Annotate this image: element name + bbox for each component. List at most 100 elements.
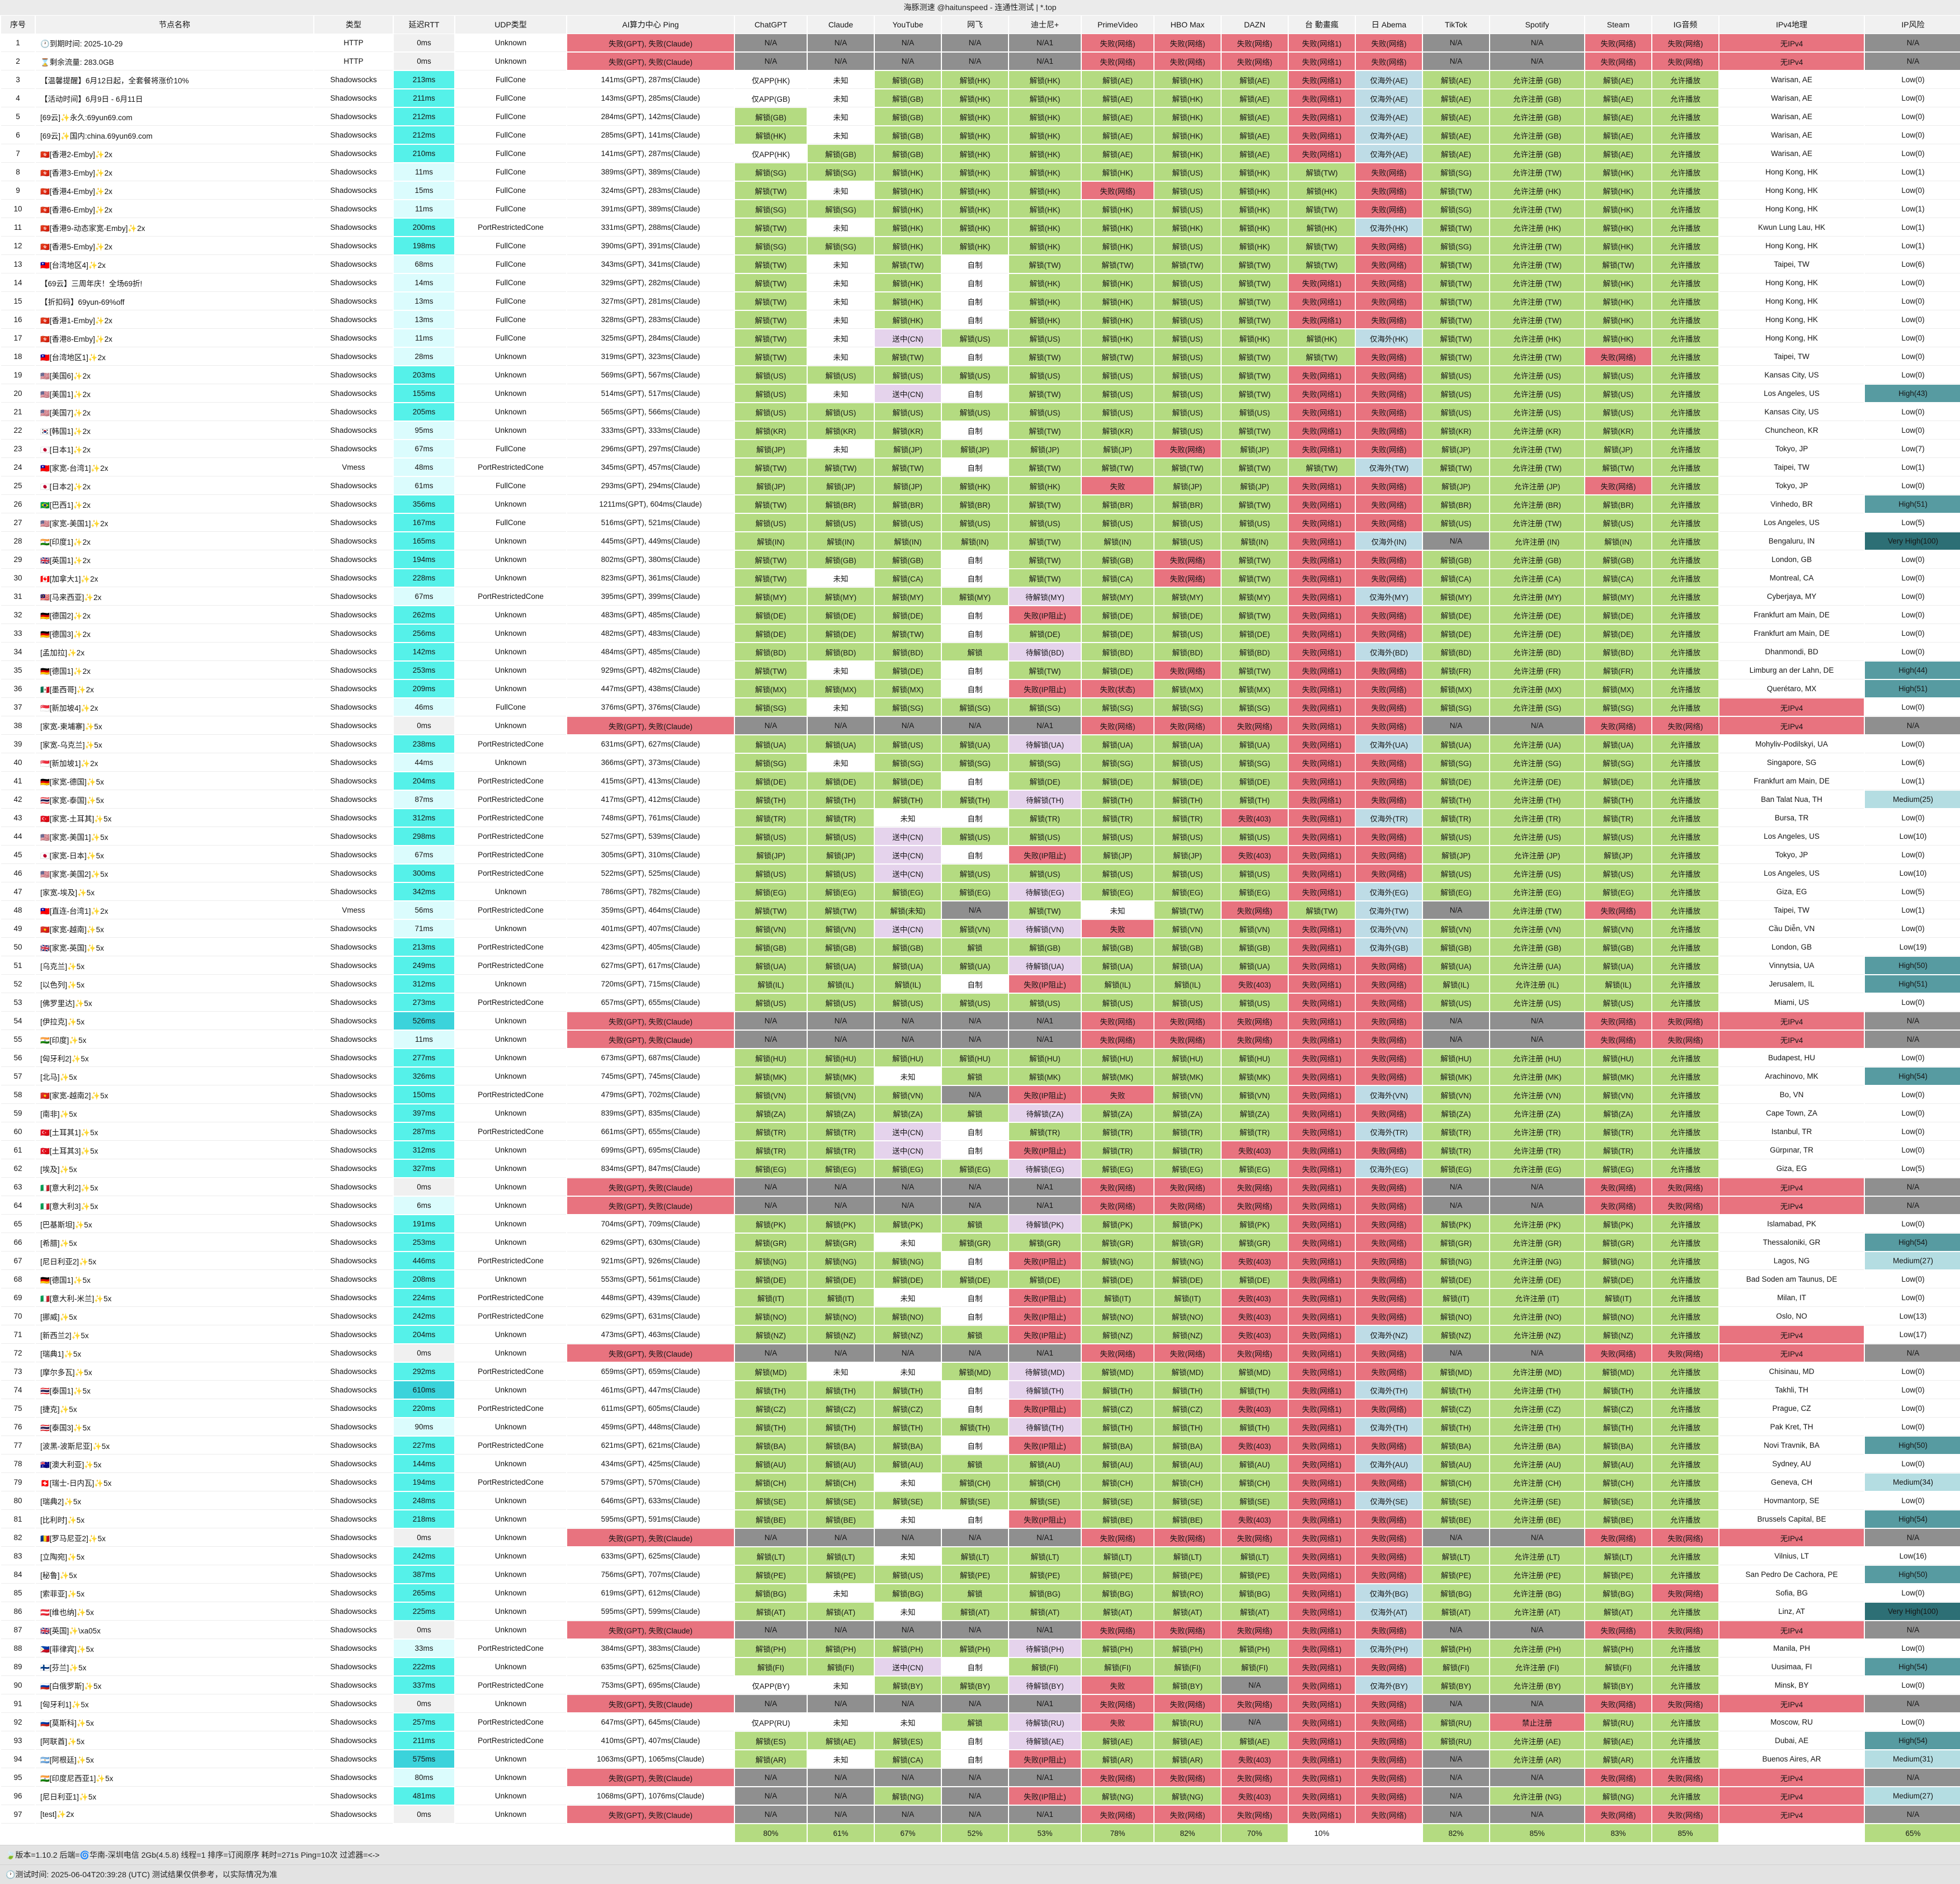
cell-ip-risk: Low(0) <box>1865 606 1960 624</box>
cell-dazn: 解锁(HU) <box>1222 1049 1288 1067</box>
cell-ig-audio: 失败(网络) <box>1652 1197 1718 1215</box>
cell-disney: 待解锁(TH) <box>1009 1381 1081 1399</box>
node-row: 4 【活动时间】6月9日 - 6月11日 Shadowsocks 211ms FullC… <box>1 89 1960 107</box>
cell-ai-ping: 565ms(GPT), 566ms(Claude) <box>567 403 734 421</box>
cell-index: 82 <box>1 1529 35 1547</box>
cell-hbomax: 解锁(BY) <box>1155 1677 1221 1694</box>
cell-spotify: 允许注册 (CA) <box>1490 569 1584 587</box>
cell-netflix: 解锁(GR) <box>942 1234 1008 1252</box>
cell-anigamer: 失败(网络1) <box>1289 1640 1355 1658</box>
cell-claude: 解锁(LT) <box>808 1547 874 1565</box>
cell-type: Shadowsocks <box>314 680 393 698</box>
cell-primevideo: 解锁(TR) <box>1082 1141 1153 1159</box>
cell-dazn: 解锁(TW) <box>1222 366 1288 384</box>
cell-primevideo: 解锁(HK) <box>1082 163 1153 181</box>
cell-tiktok: 解锁(TR) <box>1423 1141 1489 1159</box>
cell-ai-ping: 659ms(GPT), 659ms(Claude) <box>567 1363 734 1381</box>
cell-tiktok: 解锁(VN) <box>1423 1086 1489 1104</box>
cell-netflix: N/A <box>942 1529 1008 1547</box>
cell-steam: 解锁(US) <box>1585 385 1651 403</box>
cell-tiktok: 解锁(PK) <box>1423 1215 1489 1233</box>
cell-type: Shadowsocks <box>314 1677 393 1694</box>
cell-tiktok: 解锁(SG) <box>1423 200 1489 218</box>
cell-spotify: 允许注册 (MD) <box>1490 1363 1584 1381</box>
cell-netflix: N/A <box>942 53 1008 70</box>
cell-node-name: 🇦🇺[澳大利亚]✨5x <box>36 1455 313 1473</box>
cell-ip-risk: Low(0) <box>1865 1677 1960 1694</box>
cell-node-name: 🇭🇰[香港9-动态家宽-Emby]✨2x <box>36 219 313 237</box>
cell-rtt: 0ms <box>394 717 454 735</box>
cell-netflix: 解锁(EG) <box>942 883 1008 901</box>
cell-index: 13 <box>1 256 35 273</box>
cell-spotify: 允许注册 (TW) <box>1490 440 1584 458</box>
column-header-rtt: 延迟RTT <box>394 16 454 34</box>
cell-claude: N/A <box>808 1806 874 1824</box>
cell-rtt: 387ms <box>394 1566 454 1584</box>
cell-claude: 解锁(NG) <box>808 1252 874 1270</box>
node-row: 31 🇲🇾[马来西亚]✨2x Shadowsocks 67ms PortRestrict… <box>1 588 1960 606</box>
cell-youtube: 解锁(ES) <box>875 1732 941 1750</box>
cell-hbomax: 失败(网络) <box>1155 1344 1221 1362</box>
cell-ai-ping: 331ms(GPT), 288ms(Claude) <box>567 219 734 237</box>
cell-node-name: 🇬🇧[英国1]✨2x <box>36 551 313 569</box>
cell-chatgpt: 解锁(TW) <box>735 662 807 679</box>
column-header-node-name: 节点名称 <box>36 16 313 34</box>
cell-ig-audio: 失败(网络) <box>1652 1529 1718 1547</box>
cell-type: Shadowsocks <box>314 569 393 587</box>
cell-index: 15 <box>1 292 35 310</box>
cell-dazn: 解锁(MD) <box>1222 1363 1288 1381</box>
cell-steam: 解锁(FI) <box>1585 1658 1651 1676</box>
cell-ip-risk: Low(0) <box>1865 292 1960 310</box>
cell-netflix: 解锁(DE) <box>942 1271 1008 1288</box>
node-row: 7 🇭🇰[香港2-Emby]✨2x Shadowsocks 210ms FullCone… <box>1 145 1960 163</box>
cell-ig-audio: 失败(网络) <box>1652 1344 1718 1362</box>
cell-ip-risk: Low(0) <box>1865 1049 1960 1067</box>
cell-netflix: 解锁(JP) <box>942 440 1008 458</box>
cell-abema: 失败(网络) <box>1356 311 1422 329</box>
cell-abema: 失败(网络) <box>1356 1141 1422 1159</box>
cell-steam: 解锁(NZ) <box>1585 1326 1651 1344</box>
cell-anigamer: 失败(网络1) <box>1289 1492 1355 1510</box>
cell-dazn: 解锁(US) <box>1222 994 1288 1012</box>
cell-chatgpt: 解锁(TR) <box>735 1123 807 1141</box>
summary-chatgpt: 80% <box>735 1824 807 1842</box>
cell-ip-risk: Low(10) <box>1865 828 1960 846</box>
cell-chatgpt: 解锁(GB) <box>735 108 807 126</box>
cell-anigamer: 失败(网络1) <box>1289 717 1355 735</box>
cell-udp-type: PortRestrictedCone <box>455 588 566 606</box>
cell-abema: 仅海外(AT) <box>1356 1603 1422 1621</box>
cell-chatgpt: 解锁(MK) <box>735 1068 807 1085</box>
cell-ig-audio: 失败(网络) <box>1652 1621 1718 1639</box>
cell-tiktok: 解锁(ZA) <box>1423 1104 1489 1122</box>
cell-node-name: 🇹🇭[家宽-泰国]✨5x <box>36 791 313 809</box>
cell-ai-ping: 627ms(GPT), 617ms(Claude) <box>567 957 734 975</box>
cell-disney: N/A1 <box>1009 1621 1081 1639</box>
cell-index: 46 <box>1 865 35 882</box>
cell-claude: 解锁(GR) <box>808 1234 874 1252</box>
cell-type: Shadowsocks <box>314 1584 393 1602</box>
cell-hbomax: 失败(网络) <box>1155 1031 1221 1049</box>
cell-ai-ping: 391ms(GPT), 389ms(Claude) <box>567 200 734 218</box>
cell-ig-audio: 允许播放 <box>1652 200 1718 218</box>
cell-disney: 解锁(US) <box>1009 994 1081 1012</box>
cell-youtube: 送中(CN) <box>875 1141 941 1159</box>
cell-ipv4-geo: Cầu Diễn, VN <box>1719 920 1864 938</box>
cell-abema: 仅海外(VN) <box>1356 920 1422 938</box>
cell-chatgpt: 解锁(SG) <box>735 698 807 716</box>
cell-type: Shadowsocks <box>314 1344 393 1362</box>
node-row: 71 [新西兰2]✨5x Shadowsocks 204ms Unknown 473ms(… <box>1 1326 1960 1344</box>
cell-steam: 解锁(GB) <box>1585 938 1651 956</box>
cell-rtt: 67ms <box>394 588 454 606</box>
cell-primevideo: 失败(网络) <box>1082 53 1153 70</box>
cell-tiktok: N/A <box>1423 1769 1489 1787</box>
cell-index: 19 <box>1 366 35 384</box>
cell-ip-risk: Low(0) <box>1865 1713 1960 1731</box>
cell-primevideo: 解锁(SE) <box>1082 1492 1153 1510</box>
cell-dazn: 失败(网络) <box>1222 901 1288 919</box>
cell-spotify: 允许注册 (GB) <box>1490 938 1584 956</box>
cell-spotify: 允许注册 (BE) <box>1490 1510 1584 1528</box>
cell-ai-ping: 415ms(GPT), 413ms(Claude) <box>567 772 734 790</box>
cell-primevideo: 解锁(TR) <box>1082 1123 1153 1141</box>
cell-chatgpt: 解锁(BD) <box>735 643 807 661</box>
cell-spotify: 禁止注册 <box>1490 1713 1584 1731</box>
